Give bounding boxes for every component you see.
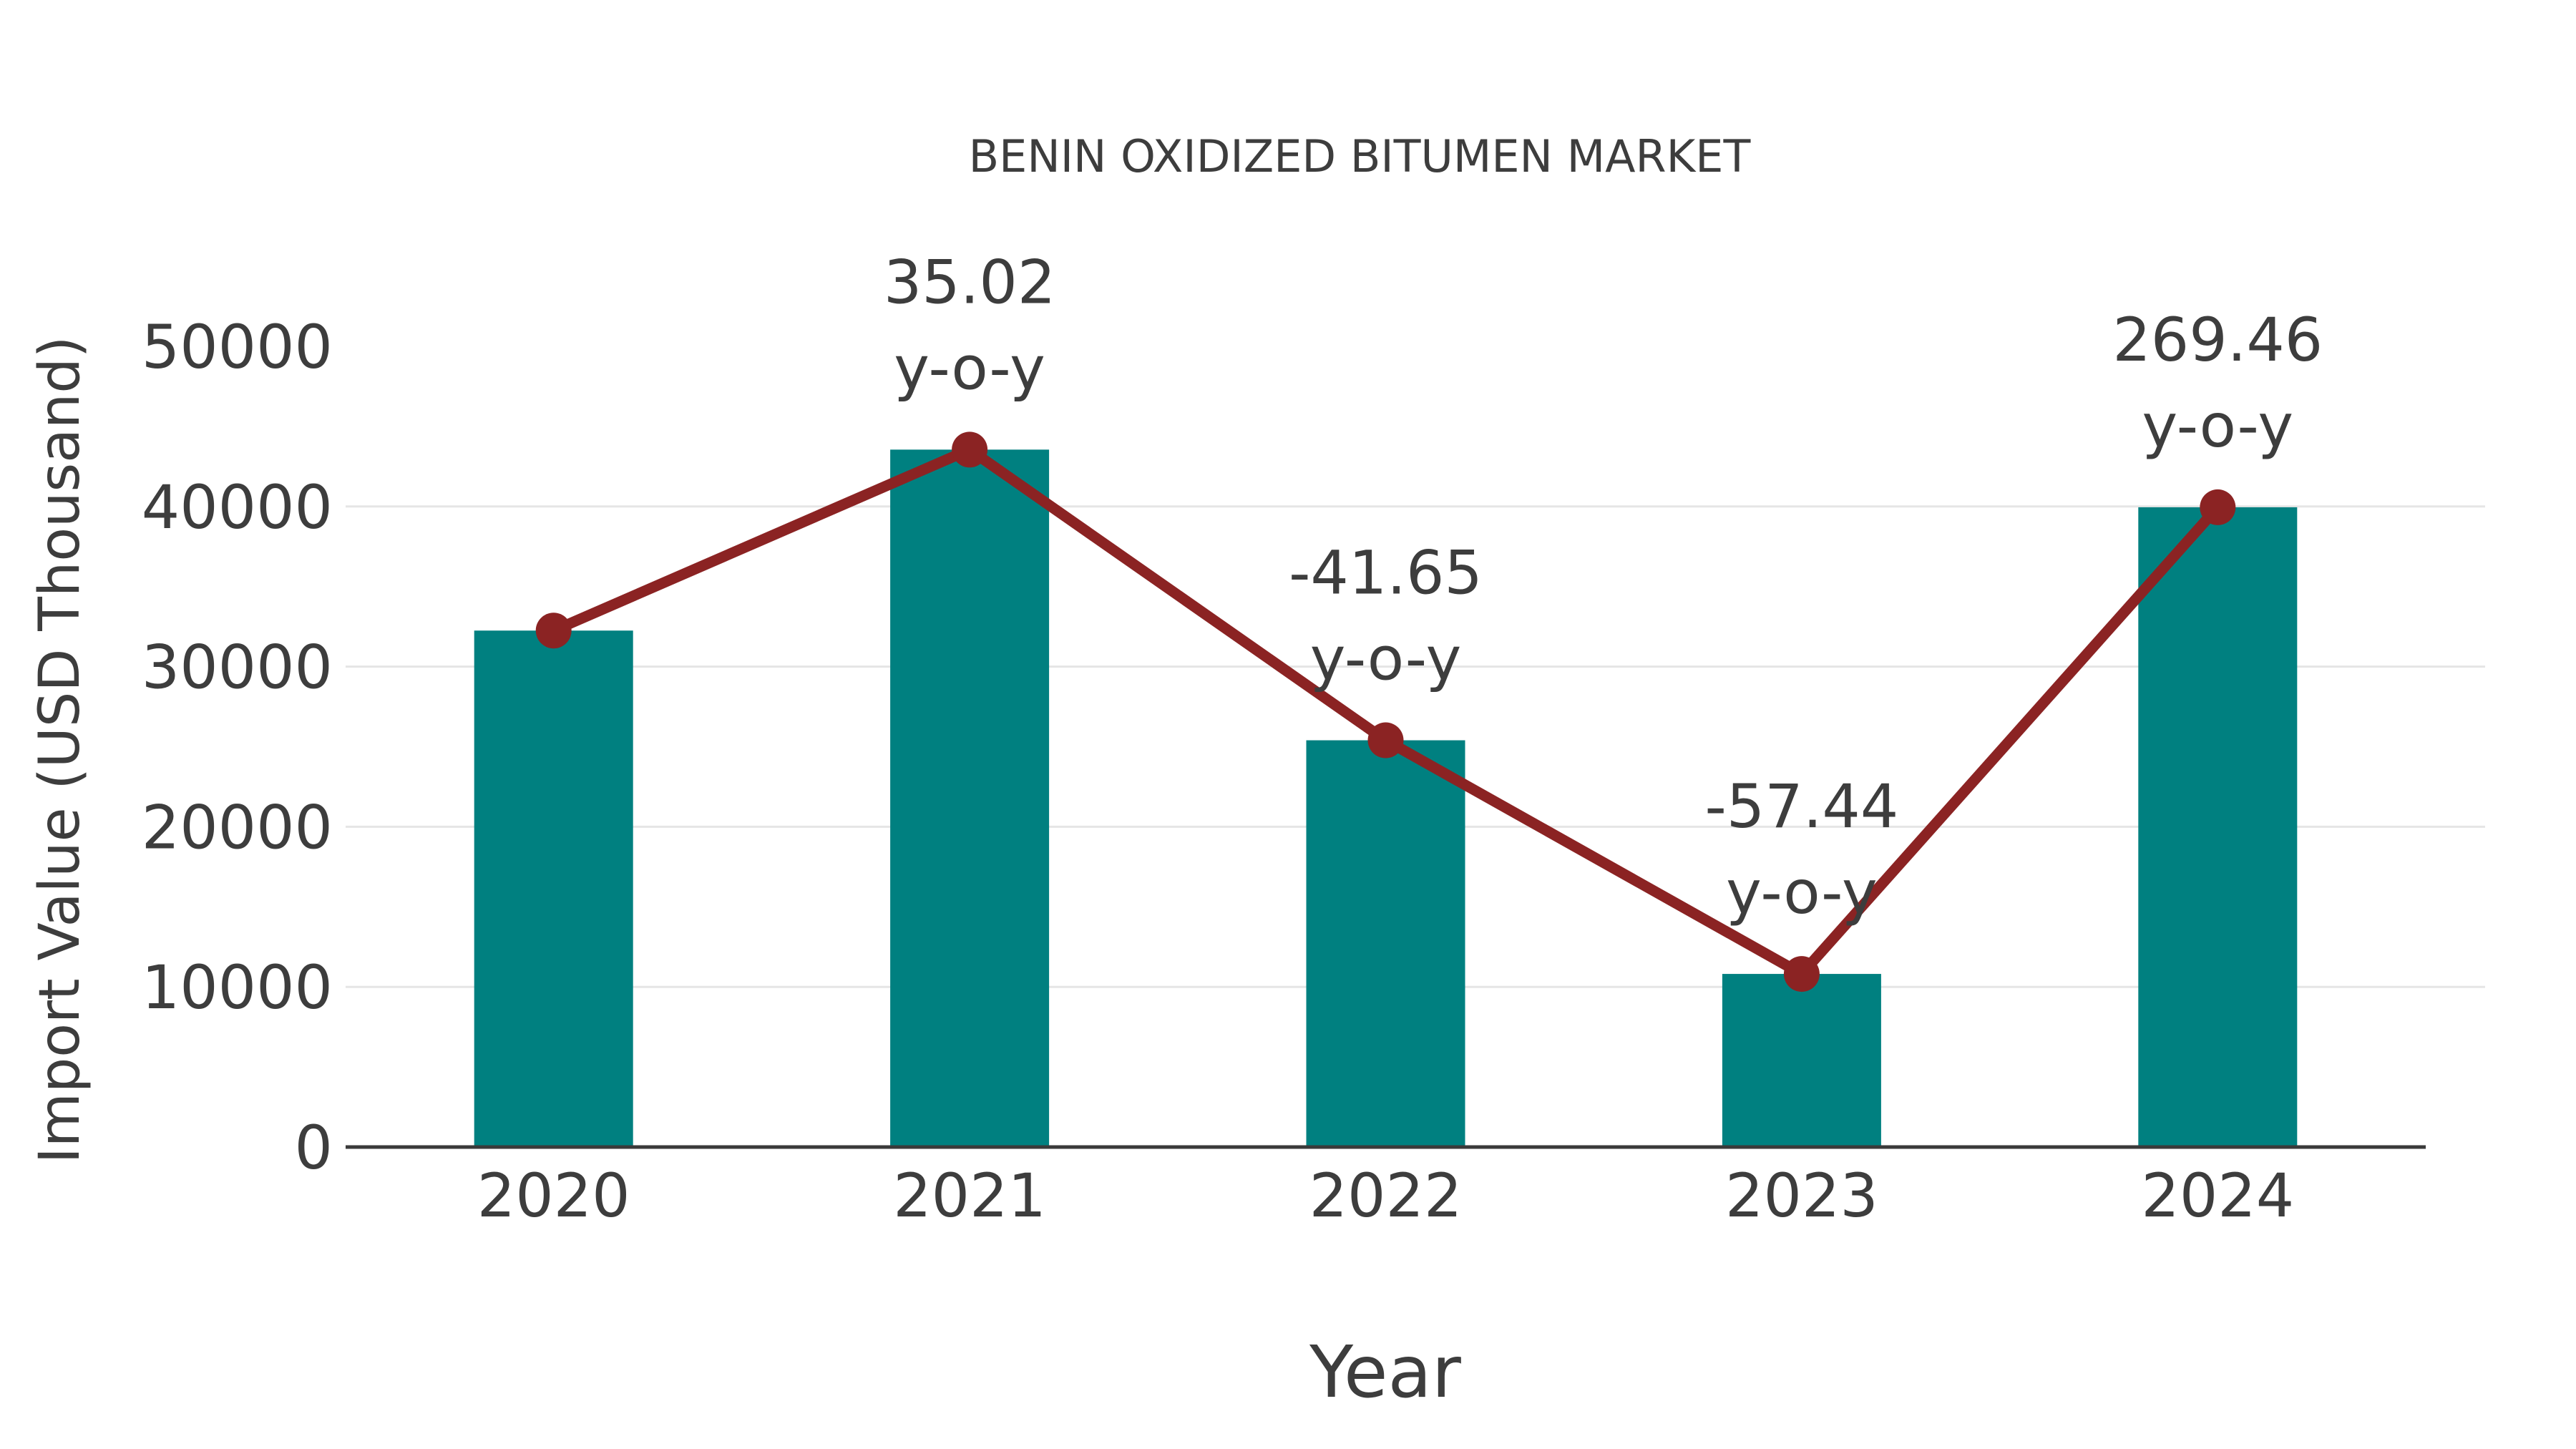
y-tick-10000: 10000 [142, 952, 333, 1023]
marker-2023 [1783, 956, 1820, 992]
annotation-2022-value: -41.65 [1289, 538, 1483, 608]
annotation-2023-unit: y-o-y [1726, 857, 1878, 927]
x-tick-2024: 2024 [2141, 1161, 2294, 1231]
marker-2022 [1367, 722, 1404, 758]
annotation-2021-value: 35.02 [884, 247, 1055, 317]
x-tick-2022: 2022 [1309, 1161, 1463, 1231]
y-tick-50000: 50000 [142, 312, 333, 382]
x-axis-label: Year [1309, 1330, 1462, 1414]
annotation-layer: 35.02 y-o-y -41.65 y-o-y -57.44 y-o-y 269.46 y-… [884, 247, 2323, 927]
y-tick-40000: 40000 [142, 472, 333, 542]
bar-layer [474, 449, 2298, 1147]
annotation-2022-unit: y-o-y [1310, 624, 1462, 694]
marker-2021 [952, 431, 988, 468]
y-tick-20000: 20000 [142, 792, 333, 862]
y-tick-labels: 0 10000 20000 30000 40000 50000 [142, 312, 333, 1183]
bar-2020 [474, 630, 633, 1147]
annotation-2021-unit: y-o-y [894, 333, 1045, 403]
y-tick-30000: 30000 [142, 633, 333, 703]
x-tick-labels: 2020 2021 2022 2023 2024 [477, 1161, 2294, 1231]
bar-2021 [890, 449, 1050, 1147]
y-axis-label: Import Value (USD Thousand) [28, 336, 92, 1164]
marker-2020 [535, 613, 572, 649]
y-tick-0: 0 [295, 1113, 333, 1183]
annotation-2024-unit: y-o-y [2142, 391, 2293, 461]
bar-2022 [1306, 740, 1465, 1147]
annotation-2024-value: 269.46 [2112, 305, 2323, 375]
bar-2023 [1722, 974, 1881, 1147]
marker-2024 [2200, 489, 2236, 525]
x-tick-2023: 2023 [1725, 1161, 1878, 1231]
trend-line-layer [535, 431, 2236, 992]
x-tick-2020: 2020 [477, 1161, 630, 1231]
chart-title: BENIN OXIDIZED BITUMEN MARKET [969, 130, 1752, 182]
bar-2024 [2138, 507, 2298, 1147]
x-tick-2021: 2021 [893, 1161, 1046, 1231]
annotation-2023-value: -57.44 [1705, 771, 1899, 841]
